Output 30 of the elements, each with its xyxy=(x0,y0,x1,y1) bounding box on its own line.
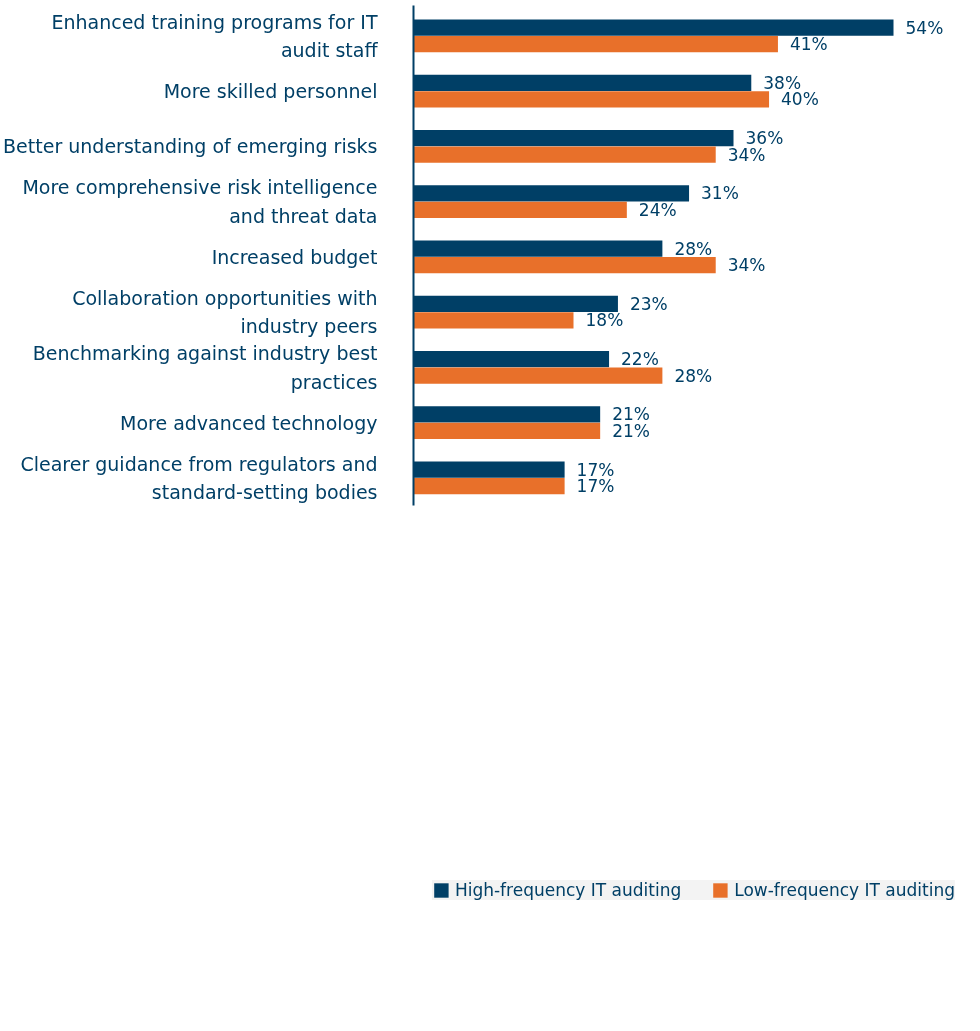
data-label: 24% xyxy=(638,199,677,220)
bar xyxy=(413,36,778,53)
y-tick-label: Increased budget xyxy=(211,245,378,268)
data-label: 34% xyxy=(727,255,766,276)
y-tick-label: More skilled personnel xyxy=(163,80,378,103)
data-label: 41% xyxy=(789,34,828,55)
bar xyxy=(413,146,716,163)
y-tick-label: Clearer guidance from regulators and standard-setting bodies xyxy=(20,452,378,504)
data-label: 18% xyxy=(585,310,624,331)
y-tick-label: Better understanding of emerging risks xyxy=(3,135,378,158)
legend-label: Low-frequency IT auditing xyxy=(734,880,955,900)
bar xyxy=(413,422,601,440)
data-label: 54% xyxy=(905,17,944,38)
y-tick-label: More comprehensive risk intelligence and threat data xyxy=(22,176,378,227)
y-tick-label: Enhanced training programs for IT audit staff xyxy=(51,10,379,62)
bar xyxy=(413,91,770,108)
bar xyxy=(413,367,663,384)
data-label: 23% xyxy=(629,293,668,314)
data-label: 22% xyxy=(621,349,659,370)
data-label: 28% xyxy=(674,238,713,259)
data-label: 31% xyxy=(701,183,739,204)
y-tick-label: Collaboration opportunities with industry peers xyxy=(72,286,378,338)
y-tick-label: Benchmarking against industry best practices xyxy=(32,342,378,393)
bar xyxy=(413,257,716,274)
bar xyxy=(413,478,565,495)
bar xyxy=(413,201,627,219)
data-label: 28% xyxy=(674,365,713,386)
y-tick-label: More advanced technology xyxy=(119,411,378,434)
legend-label: High-frequency IT auditing xyxy=(454,880,682,900)
bar xyxy=(413,312,574,329)
